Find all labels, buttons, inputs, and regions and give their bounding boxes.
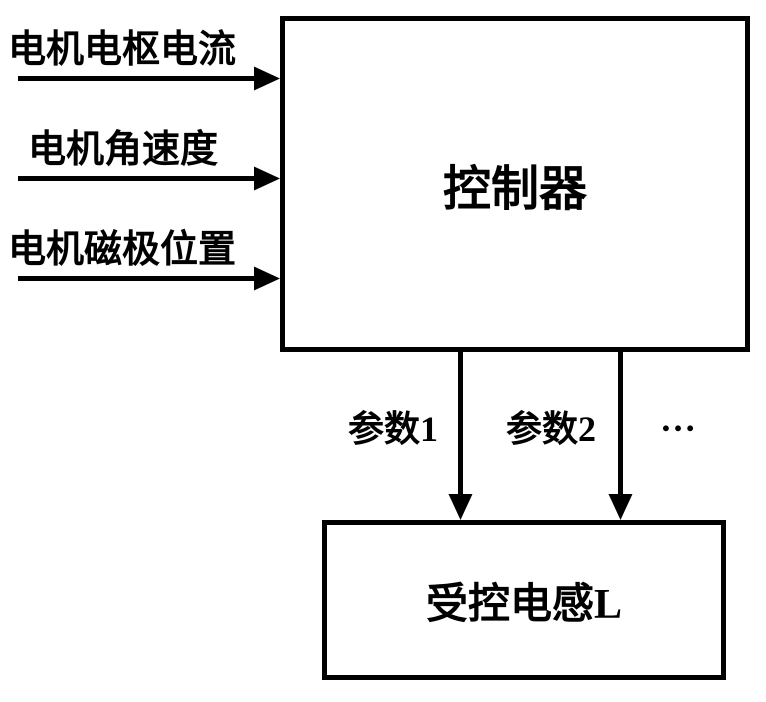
controller-box: 控制器 [280, 16, 750, 352]
arrow-angular-velocity [16, 162, 308, 195]
output-label-param2: 参数2 [506, 400, 596, 452]
output-ellipsis: … [660, 398, 696, 440]
arrow-param1 [444, 350, 477, 548]
controlled-inductor-title: 受控电感L [426, 570, 622, 631]
controlled-inductor-box: 受控电感L [322, 520, 726, 680]
arrow-param2 [604, 350, 637, 548]
controller-title: 控制器 [443, 149, 587, 219]
arrow-pole-position [16, 262, 308, 295]
output-label-param1: 参数1 [348, 400, 438, 452]
arrow-armature-current [16, 62, 308, 95]
